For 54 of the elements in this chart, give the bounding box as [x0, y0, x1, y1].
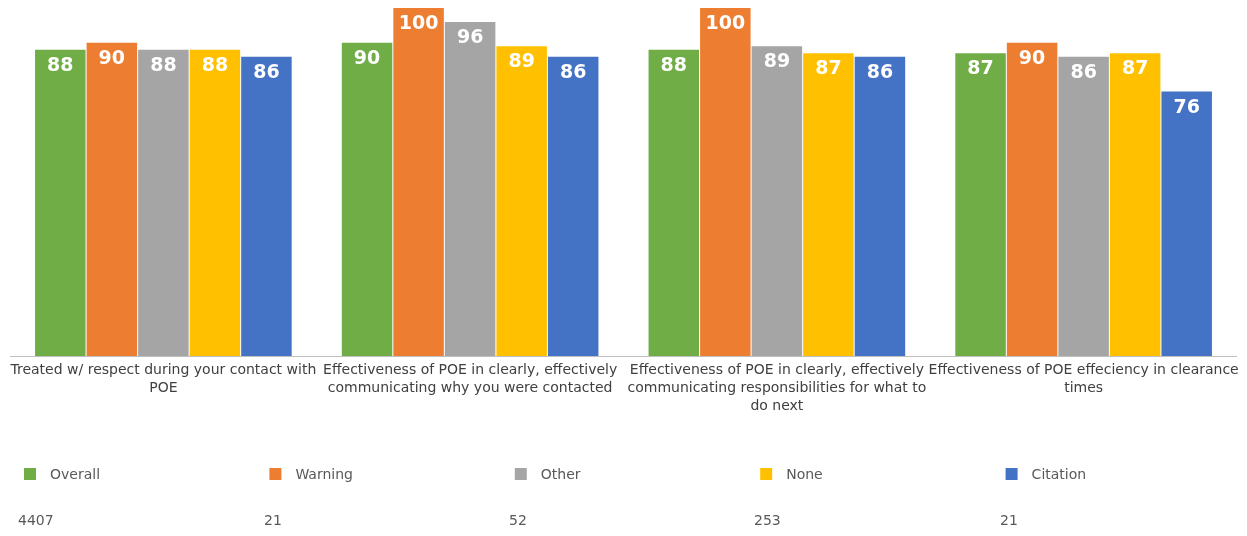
data-label: 89 — [508, 49, 535, 72]
bar — [189, 49, 241, 356]
data-label: 88 — [150, 52, 177, 75]
data-label: 87 — [815, 56, 842, 79]
x-tick-label: Treated w/ respect during your contact with POE — [9, 360, 317, 395]
bar — [648, 49, 700, 356]
text: 21 — [264, 512, 282, 528]
data-label: 88 — [660, 52, 688, 75]
bar — [1006, 42, 1058, 356]
data-label: 76 — [1173, 94, 1200, 117]
legend-label: Other — [540, 466, 581, 483]
bar — [955, 53, 1006, 356]
x-tick-label: Effectiveness of POE effeciency in clearance times — [928, 360, 1239, 395]
bar — [547, 56, 599, 356]
bar — [803, 53, 854, 356]
bar — [1109, 53, 1161, 356]
bar — [1058, 56, 1109, 356]
data-label: 86 — [866, 59, 894, 82]
legend-label: Warning — [295, 466, 353, 483]
data-label: 90 — [1018, 45, 1046, 68]
data-label: 87 — [967, 56, 994, 79]
data-label: 88 — [201, 52, 229, 75]
bar — [1161, 91, 1212, 356]
legend-label: Overall — [50, 466, 101, 483]
data-label: 100 — [705, 11, 746, 33]
bar — [393, 8, 444, 356]
text: 21 — [1000, 512, 1018, 528]
text: 4407 — [18, 512, 54, 528]
data-label: 87 — [1121, 56, 1149, 79]
data-label: 88 — [47, 52, 74, 75]
data-label: 86 — [253, 59, 280, 82]
bar — [138, 49, 189, 356]
bar — [854, 56, 906, 356]
bar — [35, 49, 86, 356]
text: 253 — [754, 512, 781, 528]
data-label: 86 — [1070, 59, 1097, 82]
legend-label: None — [786, 466, 823, 483]
bar — [241, 56, 292, 356]
data-label: 90 — [353, 45, 381, 68]
bar — [86, 42, 138, 356]
legend-label: Citation — [1031, 466, 1087, 483]
bar — [444, 21, 496, 356]
x-tick-label: Effectiveness of POE in clearly, effectively communicating why you were contacted — [323, 360, 618, 395]
bar — [700, 8, 751, 356]
data-label: 86 — [559, 59, 587, 82]
x-tick-label: Effectiveness of POE in clearly, effectively communicating responsibilities for what to do next — [627, 360, 927, 414]
bar — [496, 46, 547, 356]
bar — [341, 42, 393, 356]
text: 52 — [509, 512, 527, 528]
bar — [751, 46, 803, 356]
data-label: 90 — [98, 45, 126, 68]
data-label: 100 — [398, 11, 439, 33]
data-label: 89 — [763, 49, 791, 72]
data-label: 96 — [456, 24, 484, 47]
